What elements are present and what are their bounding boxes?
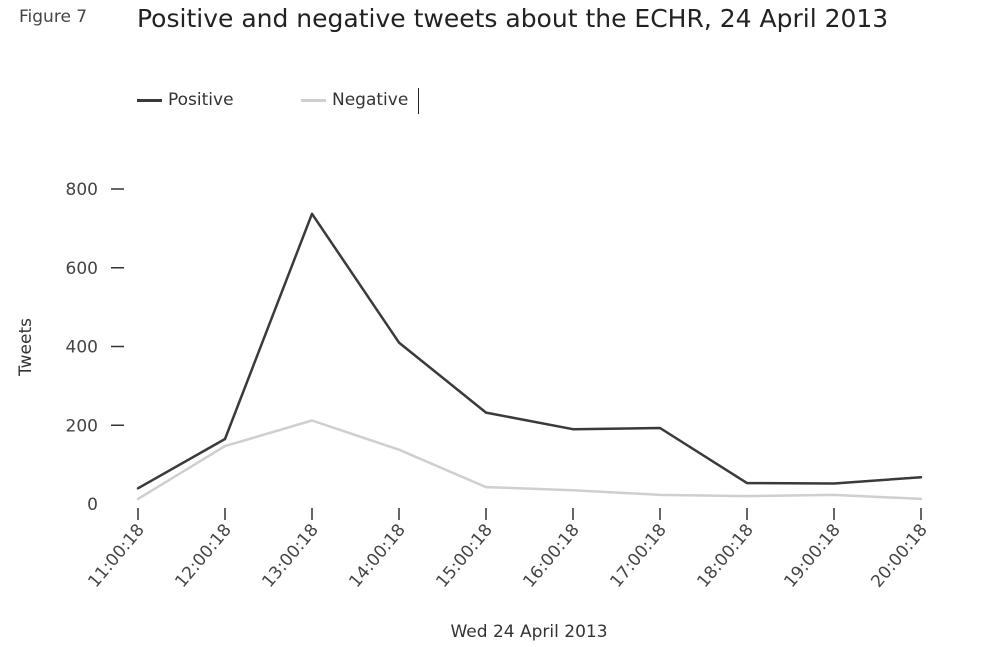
x-axis-title: Wed 24 April 2013 (450, 622, 607, 642)
legend-label-negative: Negative (332, 90, 409, 110)
x-tick-label-14:00:18: 14:00:18 (345, 520, 409, 591)
series-line-negative (136, 419, 923, 501)
x-tick-label-12:00:18: 12:00:18 (171, 520, 235, 591)
legend-label-positive: Positive (168, 90, 234, 110)
text-cursor (418, 88, 419, 114)
x-tick-label-16:00:18: 16:00:18 (519, 520, 583, 591)
x-tick-label-19:00:18: 19:00:18 (780, 520, 844, 591)
y-tick-label-200: 200 (66, 416, 98, 436)
x-tick-label-11:00:18: 11:00:18 (84, 520, 148, 591)
y-tick-label-400: 400 (66, 338, 98, 358)
chart-title: Positive and negative tweets about the E… (137, 4, 889, 33)
series-lines (136, 212, 923, 501)
figure-label: Figure 7 (19, 7, 88, 27)
x-tick-label-15:00:18: 15:00:18 (432, 520, 496, 591)
y-tick-label-800: 800 (66, 180, 98, 200)
x-axis: 11:00:18 12:00:18 13:00:18 14:00:18 15:00:18… (84, 508, 932, 592)
y-tick-label-0: 0 (87, 495, 98, 515)
legend-swatch-positive (137, 99, 162, 102)
y-tick-label-600: 600 (66, 259, 98, 279)
y-axis: 0 200 400 600 800 (66, 180, 124, 515)
y-axis-title: Tweets (16, 318, 36, 377)
x-tick-label-13:00:18: 13:00:18 (258, 520, 322, 591)
series-line-positive (136, 212, 923, 490)
x-tick-label-18:00:18: 18:00:18 (693, 520, 757, 591)
legend-swatch-negative (301, 99, 326, 102)
x-tick-label-20:00:18: 20:00:18 (867, 520, 931, 591)
x-tick-label-17:00:18: 17:00:18 (606, 520, 670, 591)
